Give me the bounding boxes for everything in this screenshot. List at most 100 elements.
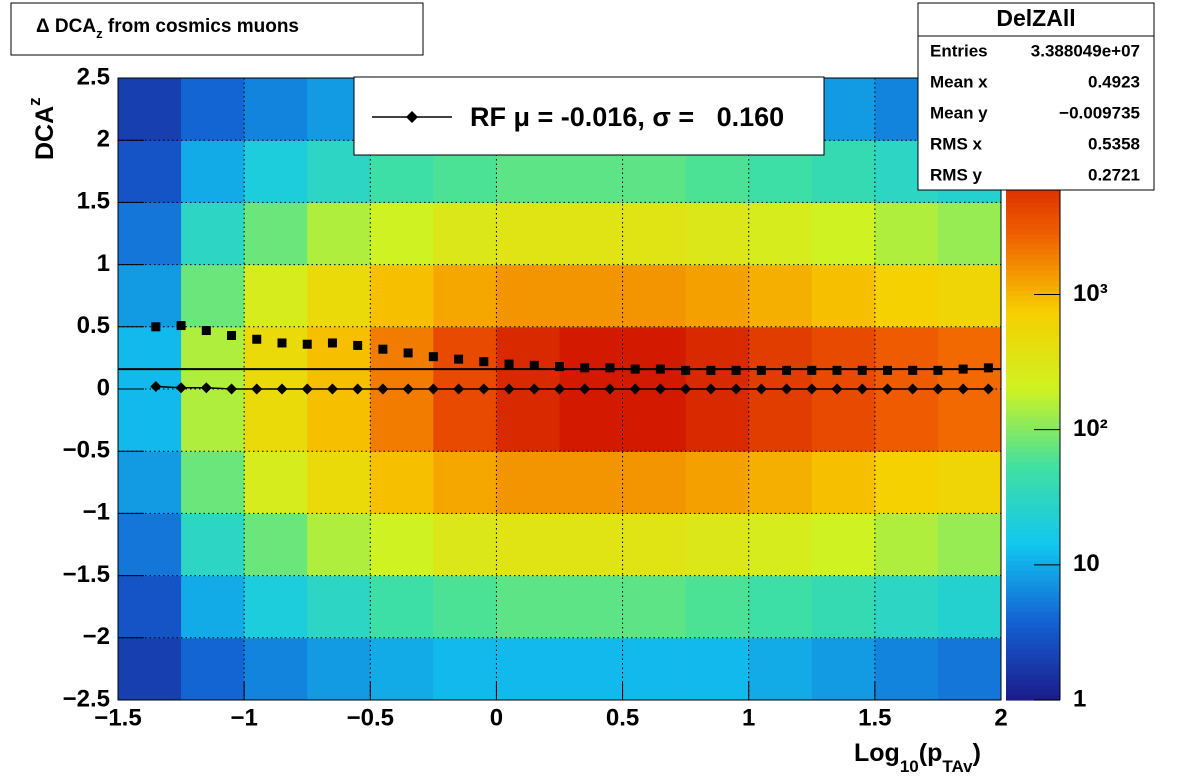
diamond-marker	[301, 383, 313, 395]
square-marker	[731, 365, 741, 375]
square-marker	[327, 338, 337, 348]
color-bar-step	[1006, 326, 1060, 333]
heat-cell	[937, 575, 1002, 639]
heat-cell	[181, 513, 245, 577]
heat-cell	[622, 264, 687, 328]
heat-cell	[874, 202, 939, 266]
color-bar-step	[1006, 477, 1060, 483]
stats-key: RMS y	[930, 165, 983, 184]
heat-cell	[244, 389, 308, 452]
color-bar-step	[1006, 466, 1060, 473]
color-bar-step	[1006, 461, 1060, 468]
color-bar-step	[1006, 565, 1060, 572]
heat-cell	[118, 389, 182, 452]
z-tick-label: 10³	[1073, 280, 1108, 307]
diamond-marker	[377, 383, 389, 395]
square-marker	[252, 334, 262, 344]
color-bar-step	[1006, 378, 1060, 385]
square-marker	[529, 360, 539, 370]
color-bar-step	[1006, 534, 1060, 540]
z-tick-label: 10²	[1073, 415, 1108, 442]
heat-cell	[811, 202, 876, 266]
overlay	[117, 77, 1002, 701]
heat-cell	[748, 575, 813, 639]
heat-cell	[748, 637, 813, 701]
diamond-marker	[251, 383, 263, 395]
heat-cell	[496, 389, 560, 452]
diamond-marker	[200, 382, 212, 394]
heat-cell	[244, 264, 308, 328]
color-bar-step	[1006, 435, 1060, 442]
diamond-marker	[806, 383, 818, 395]
heat-cell	[748, 326, 813, 390]
color-bar-step	[1006, 295, 1060, 302]
color-bar-step	[1006, 337, 1060, 343]
color-bar-step	[1006, 617, 1060, 623]
heat-cell	[748, 451, 813, 514]
color-bar-step	[1006, 440, 1060, 447]
square-marker	[908, 365, 918, 375]
heat-cell	[559, 637, 624, 701]
color-bar-step	[1006, 274, 1060, 281]
y-tick-label: 0.5	[77, 312, 110, 339]
stats-frame	[917, 2, 1155, 191]
heat-cell	[622, 451, 687, 514]
heat-cell	[244, 140, 308, 203]
color-bar-step	[1006, 575, 1060, 582]
heat-cell	[370, 513, 434, 577]
heat-cell	[685, 389, 750, 452]
heat-cell	[370, 451, 434, 514]
heat-cell	[370, 389, 434, 452]
heat-cell	[559, 264, 624, 328]
color-bar-step	[1006, 596, 1060, 603]
color-bar-step	[1006, 492, 1060, 499]
square-marker	[277, 338, 287, 348]
color-bar-step	[1006, 611, 1060, 618]
color-bar-step	[1006, 352, 1060, 359]
heat-cell	[685, 637, 750, 701]
heat-cell	[559, 451, 624, 514]
heat-cell	[496, 202, 560, 266]
diamond-marker	[907, 383, 919, 395]
color-bar-step	[1006, 300, 1060, 307]
color-bar-step	[1006, 259, 1060, 266]
square-marker	[857, 365, 867, 375]
heat-cell	[307, 389, 371, 452]
color-bar-step	[1006, 471, 1060, 478]
stats-box: DelZAll Entries 3.388049e+07 Mean x 0.4923 M…	[917, 2, 1155, 191]
color-bar-step	[1006, 446, 1060, 452]
heat-cell	[874, 264, 939, 328]
heat-cell	[181, 637, 245, 701]
color-bar-step	[1006, 249, 1060, 255]
heat-cell	[811, 264, 876, 328]
heat-cell	[748, 202, 813, 266]
color-bar-step	[1006, 487, 1060, 494]
x-axis-label: Log10(pTAv)	[854, 739, 981, 777]
color-bar-step	[1006, 347, 1060, 354]
color-bar-step	[1006, 663, 1060, 670]
heat-cell	[937, 389, 1002, 452]
color-bar-step	[1006, 503, 1060, 509]
diamond-marker	[427, 383, 439, 395]
y-tick-label: −2	[83, 623, 110, 650]
heat-cell	[496, 326, 560, 390]
heat-cell	[622, 202, 687, 266]
color-bar-step	[1006, 373, 1060, 380]
diamond-marker	[150, 381, 162, 393]
heat-cell	[559, 202, 624, 266]
x-tick-label: 1.5	[858, 704, 891, 731]
color-bar-step	[1006, 357, 1060, 364]
color-bar-step	[1006, 513, 1060, 520]
heat-cell	[559, 326, 624, 390]
color-bar-step	[1006, 254, 1060, 261]
color-bar-step	[1006, 425, 1060, 432]
color-bar-step	[1006, 642, 1060, 649]
legend-label: RF μ = -0.016, σ = 0.160	[470, 102, 784, 132]
color-bar-step	[1006, 233, 1060, 240]
square-marker	[403, 348, 413, 358]
square-marker	[555, 362, 564, 372]
diamond-marker	[856, 383, 868, 395]
color-bar-step	[1006, 207, 1060, 214]
heat-cell	[685, 202, 750, 266]
